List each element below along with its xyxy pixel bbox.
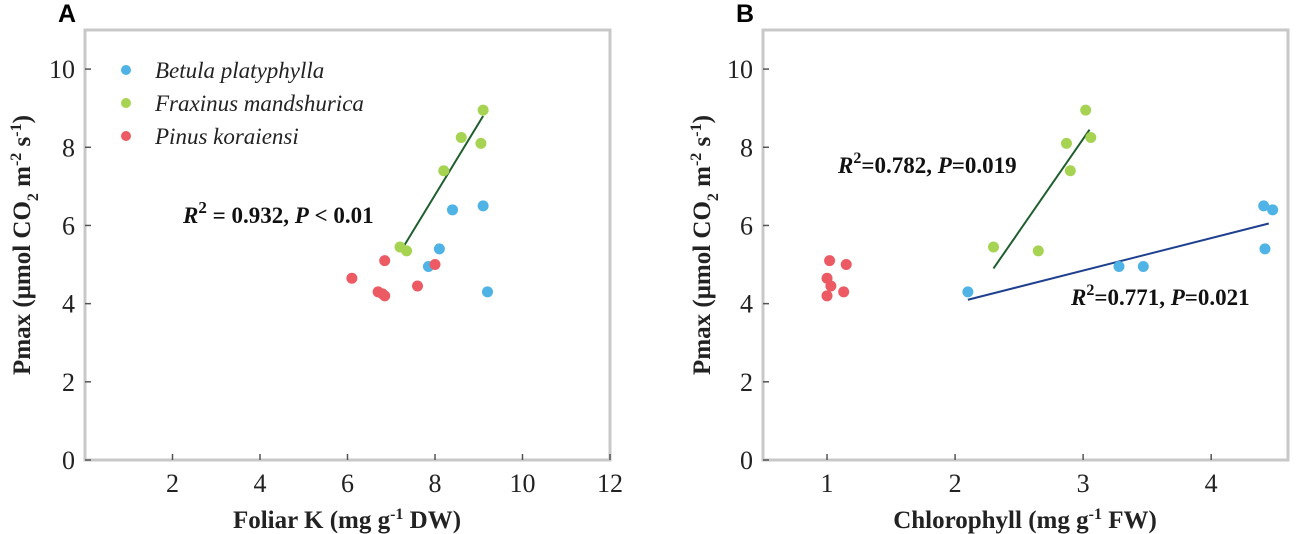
panel-b-x-axis-label: Chlorophyll (mg g-1 FW) — [893, 506, 1157, 534]
panel-b-point-fraxinus — [1085, 132, 1097, 143]
panel-a-x-tick-label: 6 — [341, 469, 354, 498]
panel-b-point-betula — [1113, 261, 1125, 272]
panel-a-y-tick-label: 6 — [62, 211, 75, 240]
panel-b-label: B — [736, 0, 754, 28]
panel-b-point-fraxinus — [1080, 104, 1092, 116]
panel-a-fit-line-green — [401, 115, 484, 250]
legend-label-fraxinus: Fraxinus mandshurica — [154, 91, 364, 116]
panel-a-points — [346, 104, 493, 302]
panel-b-point-betula — [962, 286, 974, 298]
panel-a-point-fraxinus — [455, 132, 467, 143]
panel-a-x-tick-label: 4 — [254, 469, 267, 498]
panel-a-point-pinus — [412, 280, 423, 292]
panel-b-points — [821, 104, 1279, 302]
panel-a-x-tick-label: 8 — [429, 469, 442, 498]
panel-b-betula-fit-annotation: R2=0.771, P=0.021 — [1070, 282, 1250, 310]
panel-a-point-fraxinus — [477, 104, 489, 116]
panel-a-ticks: 2 4 6 8 10 12 0 2 4 6 8 10 — [49, 55, 623, 498]
panel-a-point-pinus — [379, 255, 391, 267]
panel-b-x-tick-label: 2 — [949, 469, 962, 498]
panel-b-point-pinus — [824, 255, 836, 267]
panel-b-fraxinus-fit-annotation: R2=0.782, P=0.019 — [837, 150, 1017, 178]
legend-label-betula: Betula platyphylla — [155, 58, 324, 83]
panel-a-y-tick-label: 0 — [62, 446, 75, 475]
panel-a-x-tick-label: 12 — [597, 469, 623, 498]
panel-a-y-tick-label: 2 — [62, 368, 75, 397]
panel-a-fit-annotation: R2 = 0.932, P < 0.01 — [182, 198, 374, 228]
panel-b-y-tick-label: 8 — [740, 133, 753, 162]
legend-label-pinus: Pinus koraiensi — [154, 124, 299, 149]
panel-a-point-betula — [447, 204, 458, 216]
panel-a-point-pinus — [379, 290, 391, 302]
panel-a-x-tick-label: 2 — [166, 469, 179, 498]
panel-b-x-tick-label: 1 — [821, 469, 834, 498]
panel-a-x-axis-label: Foliar K (mg g-1 DW) — [233, 506, 461, 534]
panel-b-point-fraxinus — [987, 241, 999, 253]
panel-b-ticks: 1 2 3 4 0 2 4 6 8 10 — [727, 55, 1218, 498]
panel-b-plot-frame — [761, 28, 1290, 462]
panel-a-y-axis-label: Pmax (μmol CO2 m-2 s-1) — [8, 115, 42, 375]
panel-b-y-tick-label: 10 — [727, 55, 753, 84]
panel-b-y-tick-label: 4 — [740, 290, 753, 319]
panel-b-y-tick-label: 2 — [740, 368, 753, 397]
panel-b-point-pinus — [840, 259, 852, 271]
panel-b-y-tick-label: 0 — [740, 446, 753, 475]
panel-a-y-tick-label: 10 — [49, 55, 75, 84]
legend-marker-betula — [121, 65, 131, 75]
panel-b-point-betula — [1267, 204, 1279, 216]
panel-b-point-fraxinus — [1060, 137, 1072, 149]
panel-a-point-fraxinus — [438, 165, 450, 177]
panel-a-y-tick-label: 8 — [62, 133, 75, 162]
panel-a-point-pinus — [429, 259, 441, 271]
panel-a-point-betula — [477, 200, 489, 212]
panel-a: A 2 4 6 8 10 12 0 2 4 6 8 10 Betula platyphylla Fra… — [8, 0, 623, 534]
panel-a-point-fraxinus — [475, 137, 487, 149]
panel-a-point-betula — [433, 243, 445, 255]
panel-b-point-pinus — [821, 290, 833, 302]
panel-a-fit-lines — [401, 115, 484, 250]
panel-a-point-fraxinus — [401, 245, 413, 257]
panel-a-x-tick-label: 10 — [510, 469, 536, 498]
panel-b-x-tick-label: 4 — [1205, 469, 1218, 498]
panel-b-point-betula — [1137, 261, 1149, 272]
legend-marker-pinus — [121, 131, 131, 141]
legend-marker-fraxinus — [121, 98, 131, 108]
panel-b-point-pinus — [838, 286, 850, 298]
panel-b-point-pinus — [825, 280, 837, 292]
panel-a-point-betula — [482, 286, 493, 298]
panel-b-point-fraxinus — [1032, 245, 1044, 257]
panel-b-y-tick-label: 6 — [740, 211, 753, 240]
panel-a-label: A — [58, 0, 76, 28]
panel-b-x-tick-label: 3 — [1077, 469, 1090, 498]
panel-a-y-tick-label: 4 — [62, 290, 75, 319]
panel-b: B 1 2 3 4 0 2 4 6 8 10 R2=0.782, P=0.019 R2=0.771… — [688, 0, 1290, 534]
panel-b-point-fraxinus — [1064, 165, 1076, 177]
panel-b-point-betula — [1258, 200, 1270, 212]
panel-a-point-pinus — [346, 272, 358, 284]
panel-a-legend: Betula platyphylla Fraxinus mandshurica … — [121, 58, 364, 149]
panel-b-y-axis-label: Pmax (μmol CO2 m-2 s-1) — [688, 115, 722, 375]
panel-b-fit-line-green — [992, 129, 1091, 270]
panel-b-point-betula — [1259, 243, 1271, 255]
